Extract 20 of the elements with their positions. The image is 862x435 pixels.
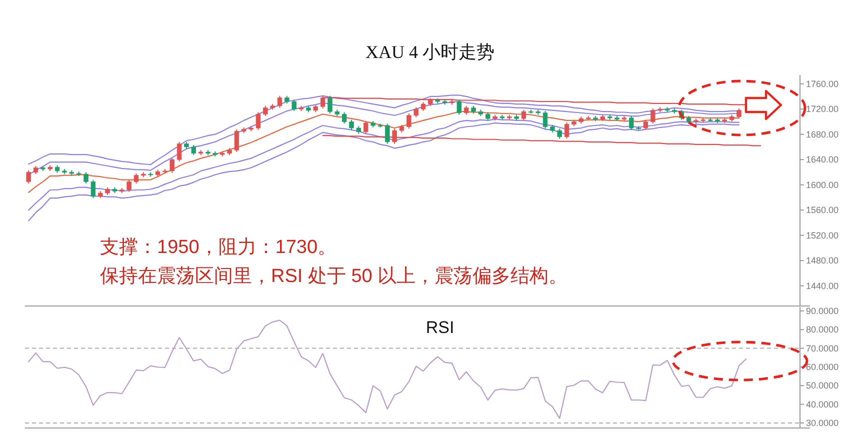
y-tick-label: 1600.00 [806, 180, 839, 190]
chart-title: XAU 4 小时走势 [366, 42, 494, 62]
y-tick-label: 80.0000 [806, 324, 839, 335]
y-tick-label: 1640.00 [806, 154, 839, 165]
y-tick-label: 1720.00 [806, 104, 839, 114]
text: RSI [426, 318, 454, 337]
y-tick-label: 90.0000 [806, 306, 839, 316]
y-tick-label: 1560.00 [806, 205, 839, 216]
y-tick-label: 30.0000 [806, 418, 839, 428]
y-tick-label: 40.0000 [806, 399, 839, 410]
y-tick-label: 1440.00 [806, 280, 839, 291]
y-tick-label: 1480.00 [806, 256, 839, 266]
y-tick-label: 1680.00 [806, 129, 839, 140]
y-tick-label: 1520.00 [806, 230, 839, 240]
y-tick-label: 60.0000 [806, 362, 839, 372]
annotation: 支撑：1950，阻力：1730。 [100, 237, 337, 258]
y-tick-label: 1760.00 [806, 78, 839, 89]
y-tick-label: 70.0000 [806, 343, 839, 354]
annotation: 保持在震荡区间里，RSI 处于 50 以上，震荡偏多结构。 [100, 266, 568, 287]
y-tick-label: 50.0000 [806, 380, 839, 391]
